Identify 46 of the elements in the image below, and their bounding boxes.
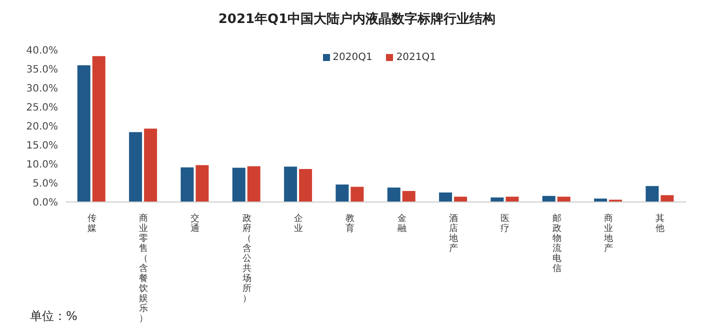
bar bbox=[646, 186, 659, 202]
x-tick-label: 商业地产 bbox=[603, 213, 613, 254]
y-tick-label: 35.0% bbox=[26, 64, 58, 76]
legend-label: 2020Q1 bbox=[332, 52, 372, 63]
y-tick-label: 40.0% bbox=[26, 46, 58, 57]
x-tick-label: 邮政物流电信 bbox=[552, 213, 562, 274]
bar bbox=[144, 128, 158, 202]
bar bbox=[557, 196, 570, 202]
bar bbox=[77, 65, 90, 202]
bar bbox=[402, 190, 416, 202]
bar bbox=[196, 165, 209, 202]
bar bbox=[284, 166, 298, 202]
bar bbox=[299, 168, 312, 202]
x-tick-label: 交通 bbox=[190, 213, 200, 234]
x-tick-label: 企业 bbox=[294, 213, 303, 234]
y-tick-label: 30.0% bbox=[26, 84, 58, 95]
bar bbox=[542, 196, 556, 202]
chart-title: 2021年Q1中国大陆户内液晶数字标牌行业结构 bbox=[217, 10, 497, 29]
bar bbox=[129, 132, 142, 202]
y-tick-label: 25.0% bbox=[26, 102, 58, 114]
text: 单位：% bbox=[30, 308, 78, 325]
bar bbox=[92, 56, 106, 202]
x-tick-label: 其他 bbox=[656, 213, 665, 234]
bar bbox=[506, 196, 519, 202]
bar bbox=[180, 167, 194, 202]
x-tick-label: 教育 bbox=[346, 213, 355, 234]
bar bbox=[232, 168, 246, 202]
x-tick-label: 医疗 bbox=[500, 213, 510, 234]
y-tick-label: 10.0% bbox=[26, 160, 58, 171]
bar bbox=[247, 166, 260, 202]
x-tick-label: 传媒 bbox=[87, 213, 96, 234]
y-tick-label: 20.0% bbox=[26, 122, 58, 133]
y-tick-label: 15.0% bbox=[26, 140, 58, 152]
category-label: 政府（含公共场所） bbox=[242, 214, 252, 304]
x-tick-label: 酒店地产 bbox=[448, 213, 458, 254]
category-label: 商业零售（含餐饮娱乐） bbox=[139, 214, 148, 324]
legend-label: 2021Q1 bbox=[395, 52, 436, 63]
bar bbox=[439, 192, 452, 202]
x-tick-label: 金融 bbox=[397, 213, 406, 234]
y-tick-label: 5.0% bbox=[32, 178, 58, 190]
bar bbox=[454, 196, 468, 202]
bar bbox=[336, 184, 349, 202]
bar bbox=[387, 188, 400, 202]
bar bbox=[660, 195, 674, 202]
bar bbox=[350, 186, 364, 202]
y-tick-label: 0.0% bbox=[32, 198, 58, 209]
